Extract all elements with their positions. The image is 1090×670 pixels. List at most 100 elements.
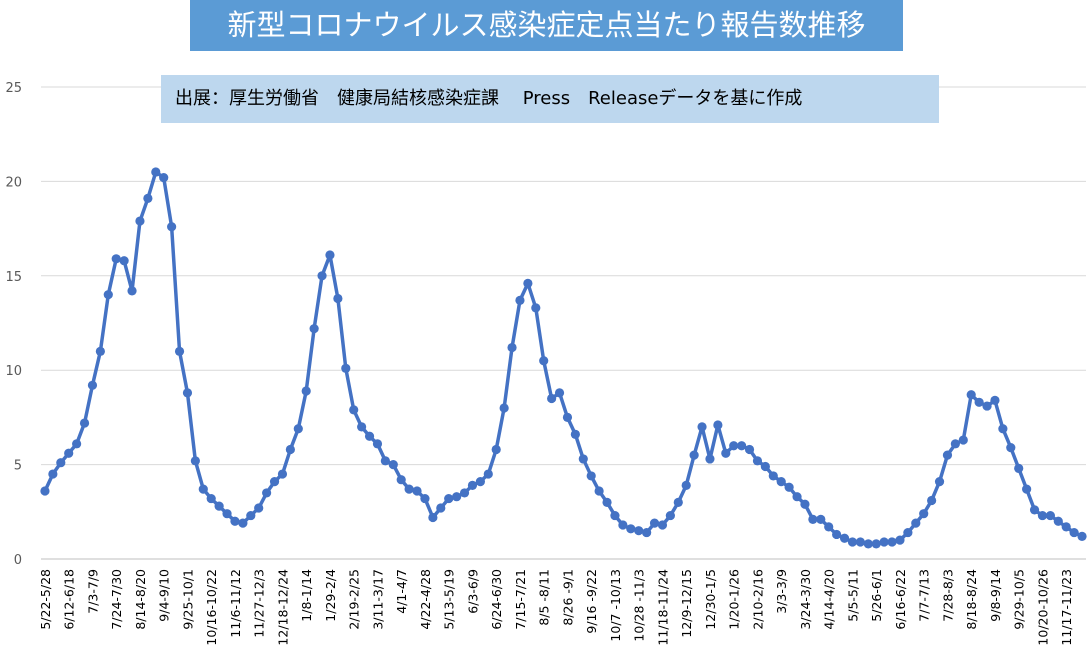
x-tick-label: 3/3-3/9 <box>774 569 789 614</box>
x-tick-label: 7/3-7/9 <box>85 569 100 614</box>
data-point <box>958 435 968 445</box>
data-point <box>1061 522 1071 532</box>
data-point <box>895 535 905 545</box>
data-point <box>40 486 50 496</box>
data-point <box>87 380 98 390</box>
series-markers <box>40 167 1087 549</box>
y-tick-label: 20 <box>5 175 22 190</box>
y-tick-label: 0 <box>14 553 22 568</box>
data-point <box>388 460 398 470</box>
data-point <box>167 222 177 232</box>
data-point <box>792 492 802 502</box>
data-point <box>325 250 335 260</box>
y-tick-label: 15 <box>5 270 22 285</box>
source-note: 出展：厚生労働省 健康局結核感染症課 Press Releaseデータを基に作成 <box>161 75 939 123</box>
x-tick-label: 8/18-8/24 <box>964 569 979 630</box>
x-tick-label: 5/22-5/28 <box>38 569 53 630</box>
data-point <box>626 524 636 534</box>
x-tick-label: 4/1-4/7 <box>394 569 409 614</box>
data-point <box>349 405 359 415</box>
data-point <box>570 429 580 439</box>
data-point <box>934 476 945 487</box>
x-tick-label: 7/28-8/3 <box>940 569 955 622</box>
data-point <box>839 533 850 543</box>
data-point <box>459 488 470 498</box>
data-point <box>618 520 628 530</box>
data-point <box>634 526 644 536</box>
x-tick-label: 5/13-5/19 <box>442 569 457 630</box>
x-tick-label: 5/26-6/1 <box>869 569 884 622</box>
data-point <box>871 539 881 549</box>
data-point <box>982 401 992 411</box>
x-tick-label: 6/24-6/30 <box>489 569 504 630</box>
data-point <box>657 520 668 530</box>
data-point <box>412 486 422 496</box>
data-point <box>1053 516 1063 526</box>
data-point <box>919 509 929 519</box>
data-point <box>333 293 343 304</box>
data-point <box>879 537 889 547</box>
data-point <box>610 510 620 521</box>
data-point <box>119 256 129 266</box>
x-tick-label: 12/18-12/24 <box>275 569 290 646</box>
data-point <box>436 503 446 513</box>
data-point <box>206 493 216 504</box>
data-point <box>903 527 913 538</box>
x-tick-label: 11/17-11/23 <box>1059 569 1074 646</box>
data-point <box>784 482 794 492</box>
data-point <box>143 193 153 203</box>
x-tick-label: 11/18-11/24 <box>655 569 670 646</box>
data-point <box>198 484 208 494</box>
data-point <box>246 510 256 521</box>
data-point <box>428 512 438 523</box>
data-point <box>887 537 897 547</box>
data-point <box>531 303 541 313</box>
data-point <box>1006 443 1016 453</box>
x-tick-label: 1/20-1/26 <box>727 569 742 630</box>
data-point <box>444 493 454 504</box>
data-point <box>467 480 478 490</box>
x-tick-label: 6/16-6/22 <box>893 569 908 630</box>
data-point <box>523 278 533 288</box>
data-point <box>713 420 723 430</box>
y-tick-label: 10 <box>5 364 22 379</box>
x-tick-label: 7/24-7/30 <box>109 569 124 630</box>
x-tick-label: 6/3-6/9 <box>465 569 480 614</box>
data-point <box>1077 531 1087 541</box>
data-point <box>816 514 826 524</box>
data-point <box>966 390 976 400</box>
x-axis-labels: 5/22-5/28 6/12-6/18 7/3-7/9 7/24-7/30 8/14-8… <box>38 569 1074 646</box>
data-point <box>254 503 264 513</box>
x-tick-label: 10/28 -11/3 <box>632 569 647 642</box>
data-point <box>301 386 311 396</box>
data-point <box>998 424 1008 434</box>
data-point <box>1069 527 1079 538</box>
x-tick-label: 7/7-7/13 <box>917 569 932 622</box>
y-tick-label: 5 <box>14 459 22 474</box>
data-point <box>285 444 295 455</box>
data-point <box>776 476 786 487</box>
x-tick-label: 4/22-4/28 <box>418 569 433 630</box>
data-point <box>578 454 588 464</box>
data-point <box>151 167 161 177</box>
data-point <box>729 441 739 451</box>
data-point <box>855 537 865 547</box>
data-point <box>721 448 731 458</box>
data-point <box>79 418 90 428</box>
data-point <box>847 537 858 547</box>
x-tick-label: 4/14-4/20 <box>822 569 837 630</box>
data-point <box>642 527 652 538</box>
data-point <box>214 501 224 511</box>
x-tick-label: 9/16 -9/22 <box>584 569 599 634</box>
data-point <box>380 456 390 466</box>
data-point <box>56 458 66 468</box>
x-tick-label: 9/4-9/10 <box>157 569 172 622</box>
data-point <box>1014 463 1024 473</box>
data-point <box>689 450 699 460</box>
x-tick-label: 2/10-2/16 <box>750 569 765 630</box>
data-point <box>475 476 485 487</box>
data-point <box>808 514 818 524</box>
data-point <box>594 486 604 496</box>
data-point <box>942 450 953 460</box>
data-point <box>222 509 232 519</box>
